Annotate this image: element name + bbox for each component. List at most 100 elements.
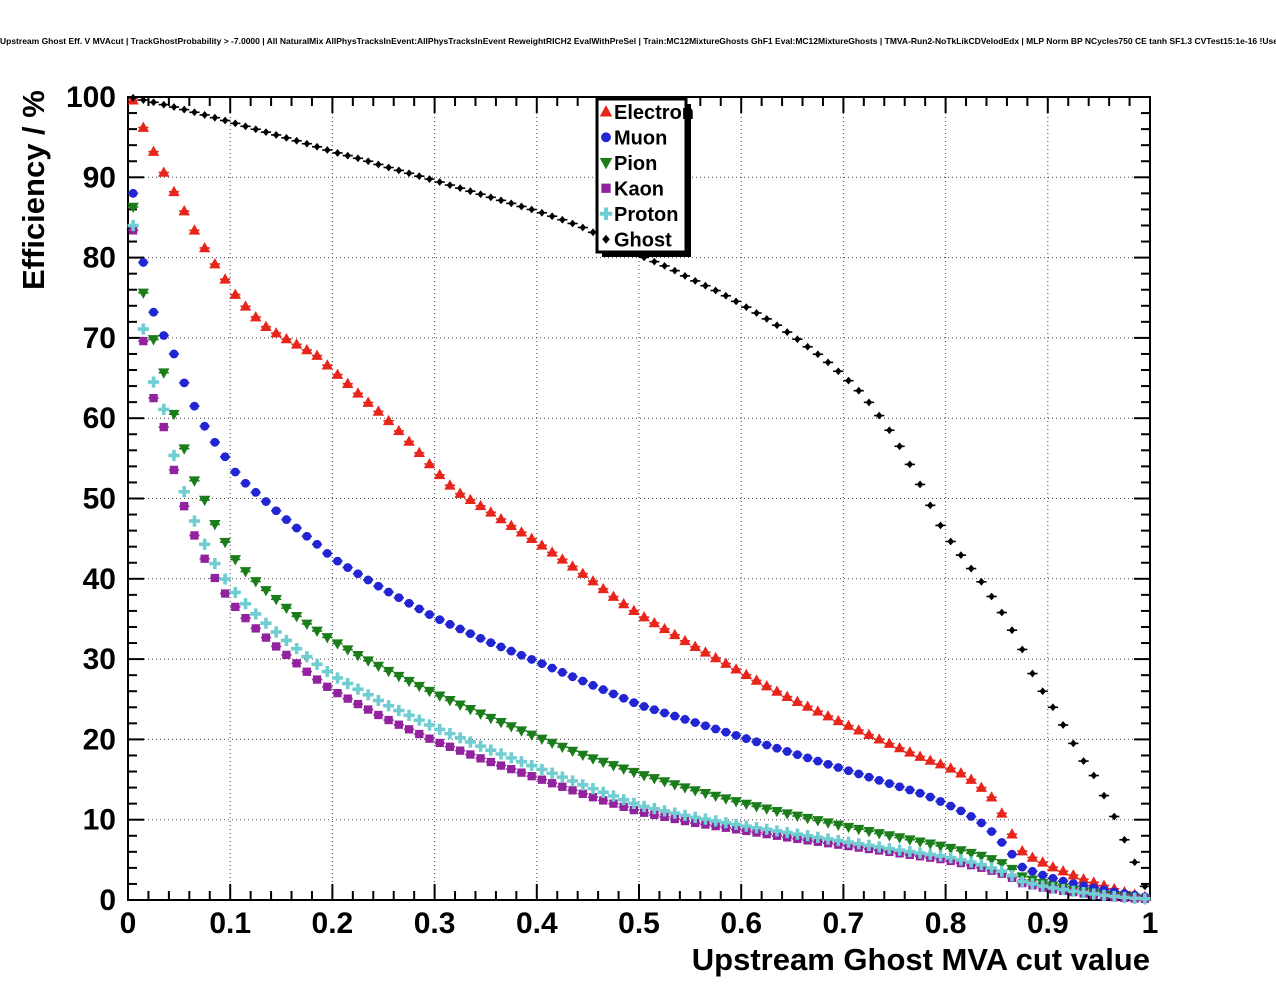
data-point-marker [280, 634, 293, 647]
data-point-marker [1067, 869, 1080, 880]
data-point-marker [435, 738, 444, 748]
data-point-marker [978, 577, 985, 586]
data-point-marker [168, 409, 180, 421]
data-point-marker [579, 223, 587, 232]
legend-item: Pion [599, 153, 657, 175]
data-point-marker [781, 809, 793, 820]
data-point-marker [1028, 866, 1037, 876]
data-point-marker [761, 680, 773, 691]
data-point-marker [619, 802, 628, 812]
data-point-marker [650, 810, 659, 819]
data-point-marker [812, 705, 824, 716]
data-point-marker [884, 779, 894, 788]
data-point-marker [997, 837, 1007, 847]
data-point-marker [853, 838, 865, 850]
data-point-marker [385, 163, 392, 172]
data-point-marker [344, 151, 352, 160]
data-point-marker [566, 560, 579, 571]
data-point-marker [895, 782, 905, 792]
data-point-marker [158, 368, 170, 379]
data-point-marker [1059, 721, 1067, 729]
data-point-marker [1018, 645, 1026, 654]
data-point-marker [711, 724, 721, 734]
data-point-marker [353, 699, 363, 709]
ghost-marker-icon [602, 234, 610, 244]
data-point-marker [873, 841, 885, 853]
data-point-marker [383, 700, 395, 712]
data-point-marker [904, 845, 916, 858]
data-point-marker [546, 767, 558, 779]
data-point-marker [741, 734, 751, 744]
data-point-marker [762, 740, 772, 750]
data-point-marker [1006, 828, 1018, 839]
data-point-marker [1038, 870, 1048, 880]
data-point-marker [1067, 885, 1079, 897]
legend-item: Ghost [602, 229, 672, 251]
data-point-marker [914, 847, 926, 859]
data-point-marker [229, 288, 242, 299]
data-point-marker [538, 208, 546, 217]
data-point-marker [1098, 889, 1110, 901]
data-point-marker [812, 831, 824, 843]
data-point-marker [730, 663, 742, 674]
data-point-marker [893, 741, 906, 753]
data-point-marker [239, 300, 252, 311]
data-point-marker [1129, 892, 1141, 904]
data-point-marker [967, 564, 975, 573]
data-point-marker [210, 437, 220, 447]
data-point-marker [1110, 812, 1118, 821]
data-point-marker [525, 730, 538, 741]
data-point-marker [270, 626, 282, 638]
data-point-marker [311, 658, 323, 670]
data-point-marker [302, 667, 312, 676]
data-point-marker [690, 718, 700, 727]
data-point-marker [199, 538, 211, 550]
data-point-marker [1068, 879, 1078, 888]
data-point-marker [628, 604, 640, 616]
data-point-marker [781, 826, 793, 839]
data-point-marker [404, 598, 414, 608]
data-point-marker [894, 844, 906, 856]
data-point-marker [333, 688, 342, 698]
data-point-marker [270, 327, 282, 338]
data-point-marker [578, 676, 588, 686]
data-point-marker [835, 367, 842, 376]
data-point-marker [1006, 870, 1018, 882]
x-tick-label: 0.4 [516, 907, 558, 940]
data-point-marker [914, 750, 926, 761]
data-point-marker [801, 700, 814, 711]
legend-label: Ghost [614, 229, 672, 251]
data-point-marker [160, 100, 168, 109]
data-point-marker [547, 779, 557, 788]
series-muon [128, 188, 1150, 902]
data-point-marker [803, 753, 813, 763]
data-point-marker [546, 738, 558, 750]
data-point-marker [241, 478, 250, 488]
data-point-marker [559, 215, 566, 224]
data-point-marker [290, 612, 303, 623]
data-point-marker [1077, 873, 1090, 884]
legend-label: Pion [614, 153, 657, 175]
data-point-marker [924, 848, 936, 861]
data-point-marker [598, 685, 608, 695]
muon-marker-icon [601, 132, 611, 143]
data-point-marker [374, 710, 383, 720]
data-point-marker [180, 105, 188, 114]
data-point-marker [138, 257, 148, 267]
data-point-marker [444, 696, 456, 707]
data-point-marker [691, 276, 699, 285]
data-point-marker [998, 608, 1006, 617]
data-point-marker [211, 113, 219, 122]
data-point-marker [710, 815, 722, 827]
data-point-marker [853, 724, 865, 735]
data-point-marker [752, 737, 761, 747]
data-point-marker [372, 694, 384, 707]
data-point-marker [169, 465, 179, 475]
data-point-marker [681, 271, 689, 280]
data-point-marker [743, 303, 750, 312]
data-point-marker [628, 797, 640, 809]
data-point-marker [1141, 882, 1149, 891]
data-point-marker [556, 742, 569, 754]
